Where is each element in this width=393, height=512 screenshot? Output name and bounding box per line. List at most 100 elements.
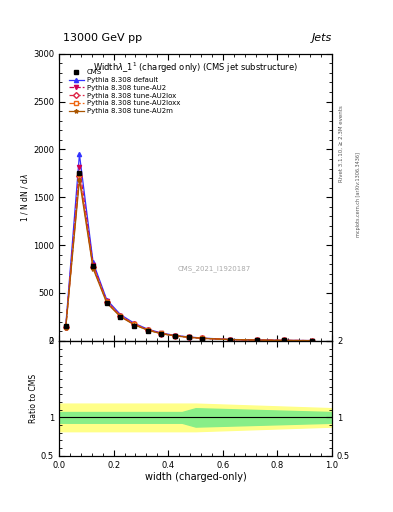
Pythia 8.308 tune-AU2m (200, 335, 205, 342)
Pythia 8.308 tune-AU2lox (309, 337, 314, 344)
Pythia 8.308 tune-AU2lox (255, 337, 259, 343)
Line: Pythia 8.308 tune-AU2m: Pythia 8.308 tune-AU2m (64, 178, 314, 343)
Pythia 8.308 tune-AU2loxx (200, 335, 205, 342)
Pythia 8.308 tune-AU2lox (132, 322, 136, 328)
Pythia 8.308 tune-AU2loxx (118, 313, 123, 319)
CMS (118, 314, 123, 320)
Pythia 8.308 tune-AU2loxx (159, 330, 164, 336)
Pythia 8.308 tune-AU2loxx (255, 337, 259, 343)
Pythia 8.308 tune-AU2lox (173, 333, 177, 339)
Pythia 8.308 tune-AU2loxx (91, 264, 95, 270)
CMS (173, 333, 177, 339)
Pythia 8.308 default (200, 335, 205, 341)
CMS (145, 328, 150, 334)
Pythia 8.308 tune-AU2m (159, 331, 164, 337)
Pythia 8.308 default (105, 296, 109, 303)
X-axis label: width (charged-only): width (charged-only) (145, 472, 246, 482)
Pythia 8.308 tune-AU2lox (145, 327, 150, 333)
Pythia 8.308 tune-AU2lox (186, 334, 191, 340)
Pythia 8.308 tune-AU2 (132, 321, 136, 327)
Pythia 8.308 default (91, 259, 95, 265)
Pythia 8.308 tune-AU2loxx (173, 333, 177, 339)
CMS (186, 334, 191, 340)
CMS (255, 337, 259, 343)
Pythia 8.308 tune-AU2loxx (282, 337, 286, 344)
Pythia 8.308 tune-AU2loxx (105, 298, 109, 305)
Text: Jets: Jets (312, 33, 332, 44)
Pythia 8.308 tune-AU2 (282, 337, 286, 344)
Y-axis label: 1 / $\mathrm{N}$ d$\mathrm{N}$ / d$\lambda$: 1 / $\mathrm{N}$ d$\mathrm{N}$ / d$\lamb… (19, 173, 30, 222)
Pythia 8.308 tune-AU2lox (91, 264, 95, 270)
Text: Width$\lambda$_1$^1$ (charged only) (CMS jet substructure): Width$\lambda$_1$^1$ (charged only) (CMS… (93, 61, 298, 75)
Pythia 8.308 default (173, 332, 177, 338)
Pythia 8.308 tune-AU2m (309, 337, 314, 344)
Pythia 8.308 default (255, 337, 259, 343)
CMS (200, 335, 205, 342)
Pythia 8.308 tune-AU2m (282, 337, 286, 344)
Pythia 8.308 tune-AU2 (173, 333, 177, 339)
Pythia 8.308 tune-AU2 (186, 334, 191, 340)
Text: 13000 GeV pp: 13000 GeV pp (63, 33, 142, 44)
Pythia 8.308 default (132, 320, 136, 326)
Pythia 8.308 tune-AU2loxx (227, 336, 232, 343)
Pythia 8.308 tune-AU2 (105, 298, 109, 304)
Pythia 8.308 default (63, 323, 68, 329)
Pythia 8.308 default (309, 337, 314, 344)
Pythia 8.308 tune-AU2lox (105, 299, 109, 305)
Pythia 8.308 tune-AU2 (77, 164, 82, 170)
Pythia 8.308 tune-AU2m (173, 333, 177, 339)
Pythia 8.308 default (145, 326, 150, 332)
Pythia 8.308 tune-AU2m (118, 314, 123, 320)
Pythia 8.308 default (186, 334, 191, 340)
Pythia 8.308 default (77, 151, 82, 157)
Pythia 8.308 tune-AU2m (63, 325, 68, 331)
CMS (282, 337, 286, 344)
CMS (132, 323, 136, 329)
Line: Pythia 8.308 tune-AU2lox: Pythia 8.308 tune-AU2lox (64, 174, 314, 343)
Pythia 8.308 tune-AU2 (118, 313, 123, 319)
CMS (91, 263, 95, 269)
Pythia 8.308 tune-AU2loxx (77, 171, 82, 178)
CMS (63, 324, 68, 330)
Pythia 8.308 tune-AU2loxx (145, 327, 150, 333)
Pythia 8.308 tune-AU2loxx (309, 337, 314, 344)
Pythia 8.308 default (227, 336, 232, 343)
Pythia 8.308 tune-AU2loxx (186, 334, 191, 340)
Text: CMS_2021_I1920187: CMS_2021_I1920187 (178, 266, 251, 272)
Pythia 8.308 tune-AU2 (227, 336, 232, 343)
Pythia 8.308 tune-AU2m (255, 337, 259, 343)
Pythia 8.308 tune-AU2m (105, 300, 109, 306)
Pythia 8.308 tune-AU2lox (227, 336, 232, 343)
Pythia 8.308 tune-AU2 (200, 335, 205, 342)
CMS (227, 336, 232, 343)
Pythia 8.308 tune-AU2 (255, 337, 259, 343)
Pythia 8.308 tune-AU2m (186, 334, 191, 340)
Pythia 8.308 default (118, 311, 123, 317)
Pythia 8.308 tune-AU2m (132, 322, 136, 328)
Pythia 8.308 tune-AU2lox (282, 337, 286, 344)
Pythia 8.308 tune-AU2 (91, 262, 95, 268)
Pythia 8.308 tune-AU2lox (118, 313, 123, 319)
CMS (309, 337, 314, 344)
Y-axis label: Ratio to CMS: Ratio to CMS (29, 374, 38, 423)
Pythia 8.308 tune-AU2m (227, 336, 232, 343)
Pythia 8.308 tune-AU2loxx (132, 321, 136, 327)
Legend: CMS, Pythia 8.308 default, Pythia 8.308 tune-AU2, Pythia 8.308 tune-AU2lox, Pyth: CMS, Pythia 8.308 default, Pythia 8.308 … (68, 69, 181, 115)
Pythia 8.308 tune-AU2 (145, 327, 150, 333)
Pythia 8.308 tune-AU2m (145, 327, 150, 333)
Line: Pythia 8.308 tune-AU2loxx: Pythia 8.308 tune-AU2loxx (64, 172, 314, 343)
CMS (77, 170, 82, 177)
Pythia 8.308 tune-AU2lox (200, 335, 205, 342)
Pythia 8.308 default (282, 337, 286, 344)
Text: Rivet 3.1.10, ≥ 2.3M events: Rivet 3.1.10, ≥ 2.3M events (339, 105, 344, 182)
Line: Pythia 8.308 tune-AU2: Pythia 8.308 tune-AU2 (64, 164, 314, 343)
Line: Pythia 8.308 default: Pythia 8.308 default (64, 152, 314, 343)
CMS (105, 300, 109, 306)
Pythia 8.308 tune-AU2lox (159, 331, 164, 337)
Pythia 8.308 default (159, 330, 164, 336)
Text: mcplots.cern.ch [arXiv:1306.3436]: mcplots.cern.ch [arXiv:1306.3436] (356, 152, 361, 237)
Pythia 8.308 tune-AU2m (91, 266, 95, 272)
Pythia 8.308 tune-AU2lox (63, 325, 68, 331)
Line: CMS: CMS (64, 172, 314, 343)
CMS (159, 331, 164, 337)
